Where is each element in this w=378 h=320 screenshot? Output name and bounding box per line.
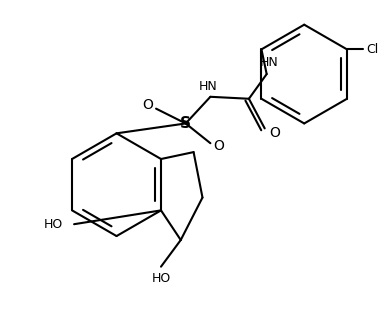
Text: HN: HN (260, 56, 279, 69)
Text: O: O (143, 98, 153, 112)
Text: O: O (213, 139, 224, 153)
Text: HO: HO (44, 218, 63, 231)
Text: S: S (180, 116, 191, 131)
Text: O: O (269, 126, 280, 140)
Text: Cl: Cl (367, 43, 378, 56)
Text: HN: HN (199, 80, 218, 93)
Text: HO: HO (151, 272, 170, 285)
